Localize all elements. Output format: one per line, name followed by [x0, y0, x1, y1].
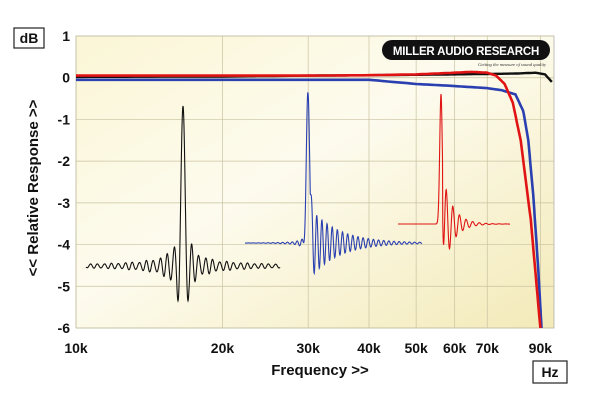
red-impulse-inset: [398, 93, 511, 251]
impulse-insets: [85, 92, 511, 303]
x-tick-label-6: 70k: [476, 340, 500, 356]
y-tick-label-3: -2: [58, 153, 71, 169]
y-unit-box: dB: [13, 27, 45, 49]
logo-tagline: Getting the measure of sound quality: [478, 62, 547, 67]
x-tick-labels: 10k 20k 30k 40k 50k 60k 70k 90k: [64, 340, 552, 356]
blue-impulse-inset: [244, 92, 423, 276]
y-tick-label-7: -6: [58, 320, 71, 336]
y-tick-label-1: 0: [62, 70, 70, 86]
y-unit-label: dB: [20, 30, 39, 46]
red-response-curve: [76, 70, 542, 329]
x-tick-label-4: 50k: [404, 340, 428, 356]
y-tick-label-5: -4: [58, 237, 71, 253]
blue-response-curve: [76, 78, 543, 329]
x-tick-label-0: 10k: [64, 340, 88, 356]
x-tick-label-7: 90k: [529, 340, 553, 356]
miller-audio-research-logo: MILLER AUDIO RESEARCH Getting the measur…: [382, 40, 550, 67]
x-unit-label: Hz: [541, 364, 558, 380]
x-unit-box: Hz: [532, 360, 568, 384]
x-tick-label-5: 60k: [443, 340, 467, 356]
y-tick-label-0: 1: [62, 28, 70, 44]
y-tick-label-2: -1: [58, 111, 71, 127]
logo-brand-text: MILLER AUDIO RESEARCH: [393, 46, 539, 58]
x-tick-label-3: 40k: [357, 340, 381, 356]
plot-area: [75, 35, 555, 329]
black-impulse-inset: [85, 105, 281, 303]
x-tick-label-1: 20k: [211, 340, 235, 356]
y-tick-labels: 1 0 -1 -2 -3 -4 -5 -6: [58, 28, 71, 336]
x-axis-title: Frequency >>: [271, 362, 369, 379]
response-curves: [75, 70, 553, 329]
y-tick-label-6: -5: [58, 278, 71, 294]
y-tick-label-4: -3: [58, 195, 71, 211]
y-axis-title: << Relative Response >>: [25, 99, 42, 276]
x-tick-label-2: 30k: [297, 340, 321, 356]
